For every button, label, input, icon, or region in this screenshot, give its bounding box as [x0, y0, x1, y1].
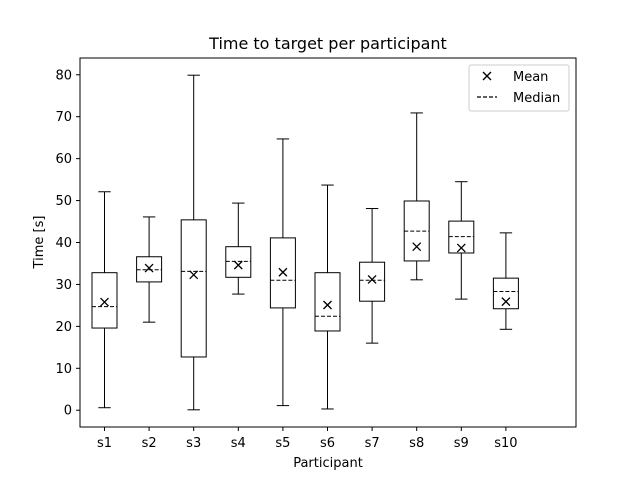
box-group-s9	[448, 181, 475, 300]
y-tick-label: 70	[55, 110, 72, 125]
y-tick-label: 0	[64, 404, 72, 419]
x-tick-label: s10	[494, 436, 517, 451]
mean-marker	[100, 297, 109, 307]
x-axis-label: Participant	[293, 456, 363, 471]
mean-marker	[323, 300, 332, 310]
legend-mean-label: Mean	[513, 70, 548, 85]
mean-marker	[456, 243, 466, 253]
x-tick-label: s7	[365, 436, 380, 451]
x-tick-label: s3	[186, 436, 201, 451]
mean-marker	[189, 270, 199, 280]
box-group-s2	[136, 216, 163, 323]
box-group-s10	[492, 232, 519, 330]
y-tick-label: 30	[55, 278, 72, 293]
x-tick-label: s2	[142, 436, 157, 451]
y-tick-label: 60	[55, 152, 72, 167]
iqr-box	[225, 246, 252, 278]
x-tick-label: s6	[320, 436, 335, 451]
box-group-s6	[314, 184, 341, 410]
mean-marker	[233, 260, 243, 270]
axes: 0 10 20 30 40 50 60 70 80 s1 s2 s3 s4 s5 s6 s7 s8 s9 s10	[55, 57, 577, 451]
iqr-box	[91, 272, 118, 329]
legend-frame	[468, 64, 570, 112]
mean-marker-stroke	[456, 243, 466, 253]
plot-area	[91, 74, 519, 411]
y-tick-label: 20	[55, 320, 72, 335]
box-group-s7	[359, 208, 386, 344]
mean-marker	[144, 263, 154, 273]
y-tick-label: 50	[55, 194, 72, 209]
mean-marker-stroke	[189, 270, 199, 280]
legend-mean-marker-icon	[482, 71, 492, 81]
mean-marker-stroke	[501, 297, 511, 307]
x-tick-label: s8	[409, 436, 424, 451]
box-group-s4	[225, 202, 252, 295]
legend-median-label: Median	[513, 91, 560, 106]
box-group-s8	[403, 112, 430, 281]
x-tick-label: s5	[275, 436, 290, 451]
mean-marker	[367, 274, 377, 284]
mean-marker-stroke	[278, 267, 288, 277]
iqr-box	[180, 219, 207, 358]
mean-marker	[501, 297, 511, 307]
y-axis-label: Time [s]	[32, 216, 47, 270]
mean-marker	[278, 267, 288, 277]
box-group-s5	[269, 138, 296, 407]
x-tick-label: s9	[454, 436, 469, 451]
iqr-box	[269, 237, 296, 309]
y-tick-label: 40	[55, 236, 72, 251]
y-tick-label: 80	[55, 68, 72, 83]
x-tick-label: s4	[231, 436, 246, 451]
mean-marker-stroke	[412, 242, 422, 252]
iqr-box	[492, 277, 519, 310]
mean-marker-stroke	[367, 274, 377, 284]
legend: Mean Median	[468, 64, 570, 112]
mean-marker-stroke	[323, 300, 332, 310]
mean-marker-stroke	[100, 297, 109, 307]
mean-marker-stroke	[144, 263, 154, 273]
x-tick-label: s1	[97, 436, 112, 451]
chart-title: Time to target per participant	[208, 34, 447, 53]
iqr-box	[314, 272, 341, 332]
mean-marker	[412, 242, 422, 252]
iqr-box	[359, 261, 386, 302]
y-tick-label: 10	[55, 362, 72, 377]
box-group-s3	[180, 74, 207, 411]
mean-marker-stroke	[233, 260, 243, 270]
box-group-s1	[91, 191, 118, 409]
